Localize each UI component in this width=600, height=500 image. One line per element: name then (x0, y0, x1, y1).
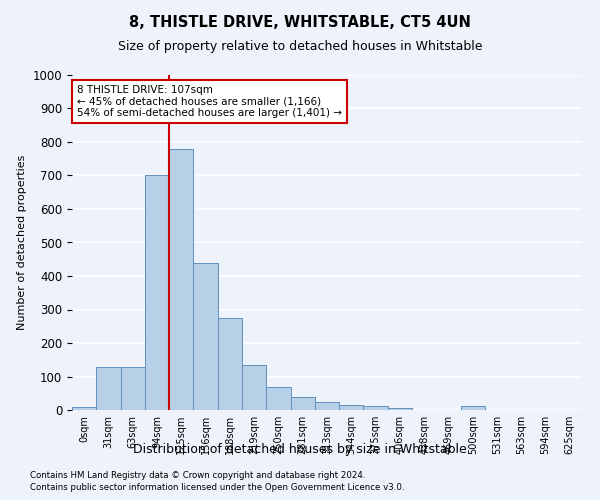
Text: Distribution of detached houses by size in Whitstable: Distribution of detached houses by size … (133, 442, 467, 456)
Bar (121, 367, 145, 410)
Bar (461, 406, 485, 410)
Bar (242, 365, 266, 410)
Text: Contains HM Land Registry data © Crown copyright and database right 2024.: Contains HM Land Registry data © Crown c… (30, 471, 365, 480)
Bar (169, 150, 193, 410)
Bar (290, 396, 315, 410)
Text: Contains public sector information licensed under the Open Government Licence v3: Contains public sector information licen… (30, 484, 404, 492)
Bar (96, 367, 121, 410)
Bar (145, 176, 169, 410)
Bar (315, 402, 339, 410)
Bar (72, 408, 96, 410)
Bar (339, 405, 364, 410)
Bar (388, 408, 412, 410)
Bar (193, 262, 218, 410)
Bar (218, 318, 242, 410)
Bar (266, 387, 290, 410)
Bar (364, 406, 388, 410)
Text: 8 THISTLE DRIVE: 107sqm
← 45% of detached houses are smaller (1,166)
54% of semi: 8 THISTLE DRIVE: 107sqm ← 45% of detache… (77, 85, 342, 118)
Text: Size of property relative to detached houses in Whitstable: Size of property relative to detached ho… (118, 40, 482, 53)
Y-axis label: Number of detached properties: Number of detached properties (17, 155, 27, 330)
Text: 8, THISTLE DRIVE, WHITSTABLE, CT5 4UN: 8, THISTLE DRIVE, WHITSTABLE, CT5 4UN (129, 15, 471, 30)
